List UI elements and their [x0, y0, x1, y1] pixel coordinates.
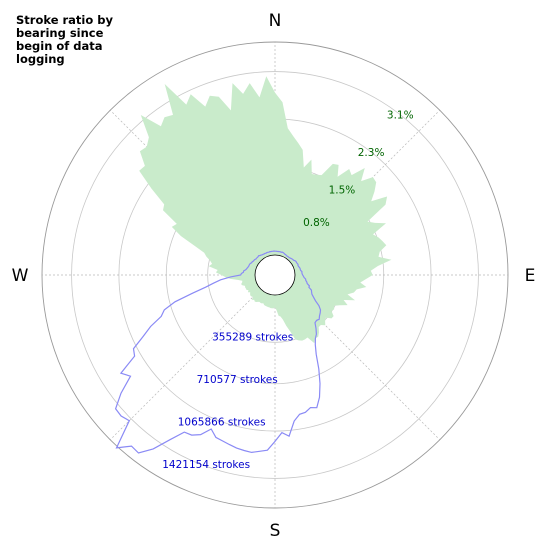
grid-ring — [71, 71, 479, 479]
ratio-tick-label: 3.1% — [387, 110, 414, 122]
direction-label-e: E — [525, 266, 536, 286]
grid-spoke — [109, 288, 262, 441]
label-layer: N E S W 0.8% 1.5% 2.3% 3.1% 355289 strokes 710577… — [12, 11, 536, 541]
count-tick-label: 355289 strokes — [212, 331, 293, 343]
title-line-4: logging — [16, 52, 65, 66]
center-hole — [254, 254, 296, 296]
ratio-tick-label: 0.8% — [303, 217, 330, 229]
ratio-tick-label: 2.3% — [358, 147, 385, 159]
count-tick-label: 710577 strokes — [197, 374, 278, 386]
count-tick-label: 1421154 strokes — [162, 459, 250, 471]
title-line-1: Stroke ratio by — [16, 13, 113, 27]
direction-label-s: S — [270, 521, 281, 541]
direction-label-n: N — [269, 11, 282, 31]
grid-spoke — [109, 109, 262, 262]
ratio-area — [139, 76, 392, 344]
ratio-tick-label: 1.5% — [329, 184, 356, 196]
title-line-3: begin of data — [16, 39, 103, 53]
count-line — [114, 250, 322, 454]
direction-label-w: W — [12, 266, 29, 286]
title-line-2: bearing since — [16, 26, 104, 40]
count-tick-label: 1065866 strokes — [178, 417, 266, 429]
grid-spoke — [288, 109, 441, 262]
grid-spoke — [288, 288, 441, 441]
